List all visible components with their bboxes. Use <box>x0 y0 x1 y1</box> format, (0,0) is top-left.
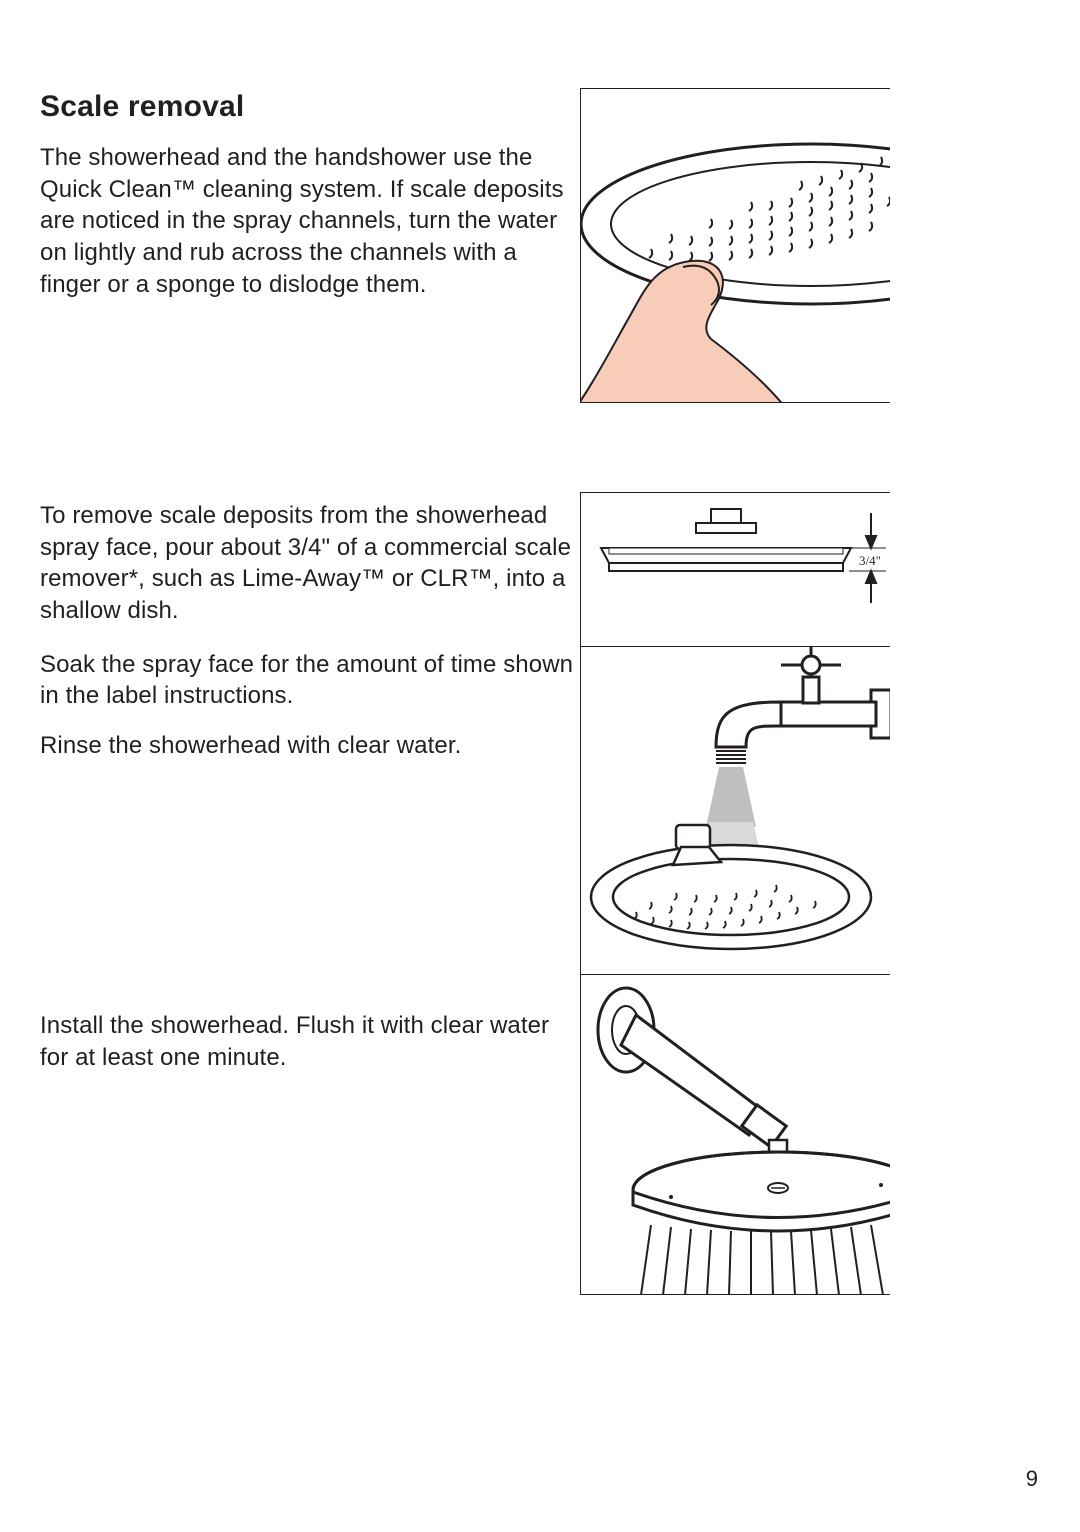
section-soak: To remove scale deposits from the shower… <box>40 500 600 712</box>
soak-dish-icon: 3/4" <box>581 493 890 647</box>
section-install: Install the showerhead. Flush it with cl… <box>40 1010 600 1073</box>
paragraph-install: Install the showerhead. Flush it with cl… <box>40 1010 580 1073</box>
paragraph-soak-time: Soak the spray face for the amount of ti… <box>40 649 580 712</box>
paragraph-quick-clean: The showerhead and the handshower use th… <box>40 142 580 300</box>
paragraph-scale-remover: To remove scale deposits from the shower… <box>40 500 580 627</box>
figure-finger-showerhead <box>580 88 890 403</box>
figure-installed-showerhead <box>580 975 890 1295</box>
section-rinse: Rinse the showerhead with clear water. <box>40 730 600 762</box>
heading: Scale removal <box>40 90 1040 124</box>
page-number: 9 <box>1026 1466 1038 1492</box>
figure-rinse-faucet <box>580 647 890 975</box>
faucet-rinse-icon <box>581 647 890 975</box>
paragraph-rinse: Rinse the showerhead with clear water. <box>40 730 580 762</box>
installed-showerhead-icon <box>581 975 890 1295</box>
showerhead-finger-icon <box>581 89 890 403</box>
section-scale-removal: Scale removal The showerhead and the han… <box>40 90 1040 300</box>
depth-label: 3/4" <box>859 553 881 568</box>
figure-soak-dish: 3/4" <box>580 492 890 647</box>
